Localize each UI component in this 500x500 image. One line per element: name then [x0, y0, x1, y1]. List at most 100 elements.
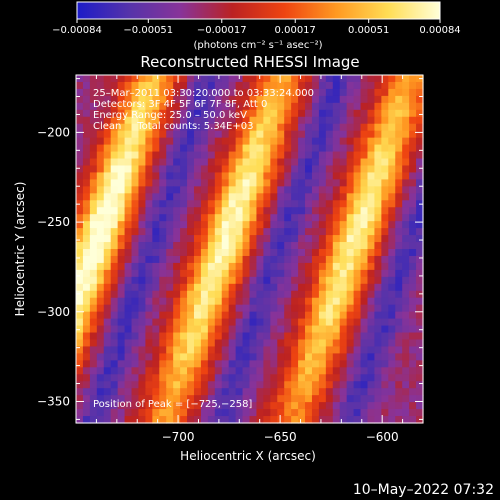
heatmap-cell: [221, 416, 230, 424]
heatmap-cell: [96, 249, 105, 257]
heatmap-cell: [117, 388, 126, 396]
heatmap-cell: [180, 109, 188, 118]
heatmap-cell: [214, 242, 223, 250]
heatmap-cell: [103, 179, 112, 187]
heatmap-cell: [325, 193, 334, 201]
heatmap-cell: [381, 381, 389, 389]
heatmap-cell: [235, 297, 244, 306]
heatmap-cell: [339, 367, 348, 375]
heatmap-cell: [374, 416, 382, 424]
heatmap-cell: [284, 325, 292, 334]
heatmap-cell: [402, 339, 410, 348]
heatmap-cell: [291, 75, 299, 83]
heatmap-cell: [249, 409, 258, 417]
heatmap-cell: [173, 297, 181, 306]
heatmap-cell: [180, 130, 188, 139]
heatmap-cell: [298, 353, 306, 361]
heatmap-cell: [339, 353, 348, 361]
heatmap-cell: [249, 144, 258, 153]
heatmap-cell: [402, 395, 410, 403]
heatmap-cell: [311, 242, 320, 250]
heatmap-cell: [409, 381, 417, 389]
heatmap-cell: [318, 290, 327, 299]
heatmap-cell: [284, 262, 292, 271]
heatmap-cell: [395, 262, 403, 271]
heatmap-cell: [402, 242, 410, 250]
heatmap-cell: [249, 304, 258, 313]
heatmap-cell: [110, 325, 119, 334]
heatmap-cell: [381, 88, 389, 97]
heatmap-cell: [124, 360, 133, 368]
heatmap-cell: [353, 332, 362, 341]
heatmap-cell: [360, 304, 369, 313]
heatmap-cell: [409, 200, 417, 208]
heatmap-cell: [82, 311, 91, 320]
heatmap-cell: [159, 130, 167, 139]
heatmap-cell: [152, 346, 160, 354]
heatmap-cell: [159, 186, 167, 194]
heatmap-cell: [277, 102, 285, 111]
heatmap-cell: [103, 88, 112, 97]
heatmap-cell: [214, 332, 223, 341]
heatmap-cell: [374, 332, 382, 341]
heatmap-cell: [416, 137, 424, 146]
heatmap-cell: [367, 228, 376, 236]
heatmap-cell: [166, 158, 174, 167]
heatmap-cell: [221, 186, 230, 194]
heatmap-cell: [207, 360, 216, 368]
heatmap-cell: [117, 374, 126, 382]
heatmap-cell: [173, 325, 181, 334]
heatmap-cell: [409, 409, 417, 417]
heatmap-cell: [187, 332, 195, 341]
heatmap-cell: [249, 123, 258, 132]
heatmap-cell: [388, 123, 396, 132]
heatmap-cell: [270, 262, 278, 271]
heatmap-cell: [416, 228, 424, 236]
heatmap-cell: [200, 283, 209, 292]
heatmap-cell: [409, 81, 417, 90]
heatmap-cell: [173, 123, 181, 132]
heatmap-cell: [124, 130, 133, 139]
heatmap-cell: [318, 75, 327, 83]
heatmap-cell: [221, 214, 230, 222]
heatmap-cell: [96, 193, 105, 201]
heatmap-cell: [249, 332, 258, 341]
heatmap-cell: [89, 95, 98, 104]
heatmap-cell: [416, 116, 424, 125]
heatmap-cell: [325, 311, 334, 320]
heatmap-cell: [270, 214, 278, 222]
heatmap-cell: [214, 269, 223, 278]
heatmap-cell: [360, 186, 369, 194]
heatmap-cell: [173, 193, 181, 201]
heatmap-cell: [103, 186, 112, 194]
heatmap-cell: [256, 290, 264, 299]
heatmap-cell: [402, 249, 410, 257]
heatmap-cell: [89, 304, 98, 313]
heatmap-cell: [159, 290, 167, 299]
heatmap-cell: [166, 95, 174, 104]
heatmap-cell: [96, 402, 105, 410]
heatmap-cell: [263, 318, 271, 327]
heatmap-cell: [381, 332, 389, 341]
heatmap-cell: [284, 283, 292, 292]
heatmap-cell: [374, 318, 382, 327]
heatmap-cell: [263, 235, 271, 243]
heatmap-cell: [180, 144, 188, 153]
heatmap-cell: [311, 109, 320, 118]
heatmap-cell: [318, 88, 327, 97]
heatmap-cell: [96, 416, 105, 424]
heatmap-cell: [159, 381, 167, 389]
heatmap-cell: [193, 409, 202, 417]
heatmap-cell: [173, 207, 181, 215]
heatmap-cell: [395, 269, 403, 278]
heatmap-cell: [242, 109, 251, 118]
heatmap-cell: [173, 116, 181, 125]
heatmap-cell: [145, 228, 153, 236]
heatmap-cell: [409, 360, 417, 368]
heatmap-cell: [110, 395, 119, 403]
heatmap-cell: [89, 158, 98, 167]
heatmap-cell: [284, 151, 292, 160]
heatmap-cell: [360, 325, 369, 334]
heatmap-cell: [291, 360, 299, 368]
heatmap-cell: [249, 151, 258, 160]
